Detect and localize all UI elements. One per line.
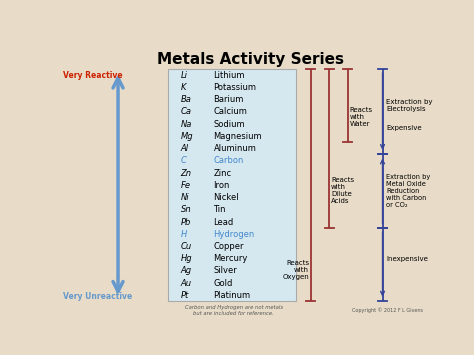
Text: Potassium: Potassium (213, 83, 256, 92)
Text: Gold: Gold (213, 279, 233, 288)
Text: H: H (181, 230, 187, 239)
Text: Sn: Sn (181, 205, 191, 214)
Text: Expensive: Expensive (386, 125, 422, 131)
Text: Hg: Hg (181, 254, 192, 263)
Text: Extraction by
Metal Oxide
Reduction
with Carbon
or CO₂: Extraction by Metal Oxide Reduction with… (386, 174, 430, 208)
Text: Iron: Iron (213, 181, 230, 190)
Text: Reacts
with
Dilute
Acids: Reacts with Dilute Acids (331, 178, 354, 204)
Text: Tin: Tin (213, 205, 226, 214)
Text: Barium: Barium (213, 95, 244, 104)
Text: Pb: Pb (181, 218, 191, 226)
Text: Ba: Ba (181, 95, 191, 104)
Text: Au: Au (181, 279, 191, 288)
Text: Li: Li (181, 71, 188, 80)
Text: Reacts
with
Water: Reacts with Water (349, 108, 373, 127)
Text: Reacts
with
Oxygen: Reacts with Oxygen (283, 260, 309, 280)
Text: Extraction by
Electrolysis: Extraction by Electrolysis (386, 99, 433, 113)
Text: Carbon: Carbon (213, 157, 244, 165)
Text: Sodium: Sodium (213, 120, 245, 129)
Text: Fe: Fe (181, 181, 191, 190)
Text: Lead: Lead (213, 218, 234, 226)
Text: Hydrogen: Hydrogen (213, 230, 255, 239)
Text: Magnesium: Magnesium (213, 132, 262, 141)
Text: Copyright © 2012 F L Givens: Copyright © 2012 F L Givens (352, 307, 423, 313)
Text: Lithium: Lithium (213, 71, 245, 80)
Text: Zn: Zn (181, 169, 191, 178)
Text: Metals Activity Series: Metals Activity Series (157, 52, 344, 67)
Text: Platinum: Platinum (213, 291, 251, 300)
Text: Very Reactive: Very Reactive (63, 71, 123, 80)
Text: Very Unreactive: Very Unreactive (63, 292, 132, 301)
Text: Silver: Silver (213, 267, 237, 275)
Text: Nickel: Nickel (213, 193, 239, 202)
Text: Mg: Mg (181, 132, 193, 141)
Text: Pt: Pt (181, 291, 189, 300)
Text: K: K (181, 83, 186, 92)
Text: C: C (181, 157, 186, 165)
FancyBboxPatch shape (168, 69, 296, 301)
Text: Copper: Copper (213, 242, 244, 251)
Text: Calcium: Calcium (213, 108, 247, 116)
Text: Carbon and Hydrogen are not metals
but are included for reference.: Carbon and Hydrogen are not metals but a… (185, 305, 283, 316)
Text: Cu: Cu (181, 242, 191, 251)
Text: Ag: Ag (181, 267, 191, 275)
Text: Ni: Ni (181, 193, 189, 202)
Text: Mercury: Mercury (213, 254, 248, 263)
Text: Inexpensive: Inexpensive (386, 256, 428, 262)
Text: Aluminum: Aluminum (213, 144, 256, 153)
Text: Al: Al (181, 144, 189, 153)
Text: Ca: Ca (181, 108, 191, 116)
Text: Na: Na (181, 120, 192, 129)
Text: Zinc: Zinc (213, 169, 232, 178)
